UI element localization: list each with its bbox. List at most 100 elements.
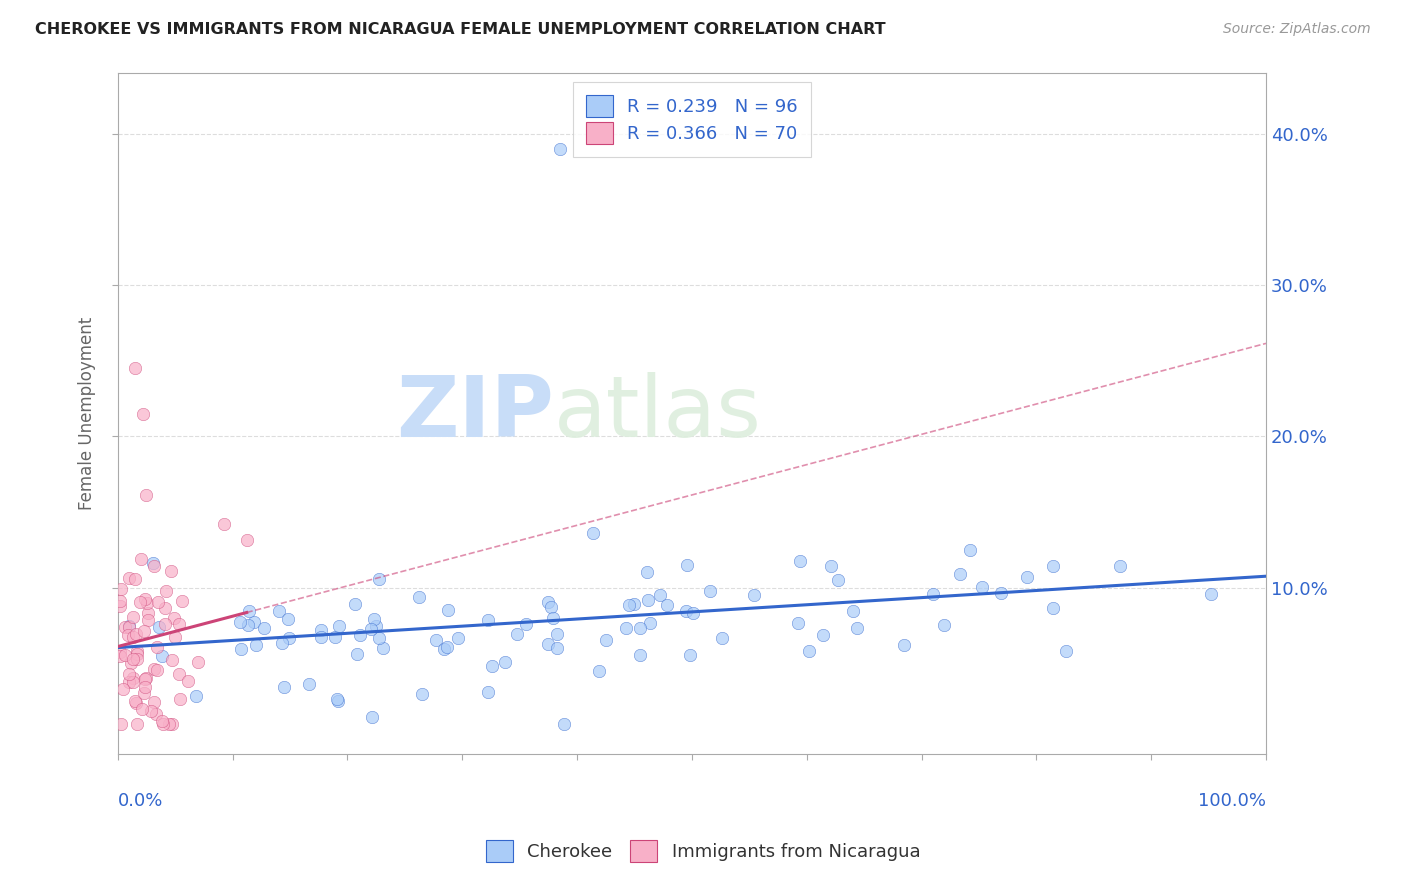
Point xyxy=(169,691,191,706)
Point xyxy=(145,707,167,722)
Point xyxy=(125,626,148,640)
Point xyxy=(328,619,350,633)
Point xyxy=(346,647,368,661)
Point xyxy=(543,611,565,625)
Point xyxy=(177,673,200,688)
Point xyxy=(108,599,131,613)
Point xyxy=(129,552,152,566)
Point xyxy=(127,717,149,731)
Point xyxy=(118,619,141,633)
Point xyxy=(108,594,131,608)
Point xyxy=(131,702,153,716)
Point xyxy=(1042,600,1064,615)
Point xyxy=(425,632,447,647)
Point xyxy=(959,543,981,558)
Point xyxy=(146,640,169,654)
Point xyxy=(648,588,671,602)
Point xyxy=(187,655,209,669)
Point xyxy=(162,610,184,624)
Point xyxy=(368,631,391,645)
Point xyxy=(277,631,299,645)
Point xyxy=(273,680,295,694)
Text: atlas: atlas xyxy=(554,372,762,455)
Text: 100.0%: 100.0% xyxy=(1198,792,1265,810)
Point xyxy=(408,591,430,605)
Point xyxy=(153,616,176,631)
Point xyxy=(110,582,132,596)
Text: ZIP: ZIP xyxy=(396,372,554,455)
Point xyxy=(922,587,945,601)
Point xyxy=(675,558,697,573)
Point xyxy=(588,664,610,678)
Point xyxy=(636,566,658,580)
Point xyxy=(124,361,146,376)
Point xyxy=(675,604,697,618)
Point xyxy=(271,636,294,650)
Legend: R = 0.239   N = 96, R = 0.366   N = 70: R = 0.239 N = 96, R = 0.366 N = 70 xyxy=(574,82,811,157)
Point xyxy=(134,673,156,687)
Point xyxy=(820,558,842,573)
Point xyxy=(710,632,733,646)
Point xyxy=(148,620,170,634)
Point xyxy=(477,685,499,699)
Point xyxy=(678,648,700,662)
Point xyxy=(132,686,155,700)
Point xyxy=(344,597,367,611)
Point xyxy=(368,572,391,586)
Point xyxy=(136,606,159,620)
Point xyxy=(159,564,181,578)
Point xyxy=(506,626,529,640)
Point xyxy=(146,663,169,677)
Point xyxy=(124,572,146,586)
Point xyxy=(277,612,299,626)
Point xyxy=(433,641,456,656)
Point xyxy=(323,630,346,644)
Point xyxy=(537,637,560,651)
Point xyxy=(134,592,156,607)
Point xyxy=(595,633,617,648)
Point xyxy=(637,593,659,607)
Point xyxy=(118,667,141,681)
Point xyxy=(231,641,253,656)
Point xyxy=(238,604,260,618)
Point xyxy=(143,695,166,709)
Point xyxy=(118,620,141,634)
Point xyxy=(141,704,163,718)
Point xyxy=(326,694,349,708)
Point xyxy=(628,648,651,662)
Point xyxy=(146,595,169,609)
Point xyxy=(165,630,187,644)
Text: Source: ZipAtlas.com: Source: ZipAtlas.com xyxy=(1223,22,1371,37)
Point xyxy=(134,681,156,695)
Point xyxy=(243,615,266,629)
Point xyxy=(623,597,645,611)
Point xyxy=(477,613,499,627)
Point xyxy=(548,142,571,156)
Point xyxy=(143,559,166,574)
Point xyxy=(537,595,560,609)
Point xyxy=(360,710,382,724)
Point xyxy=(108,648,131,663)
Point xyxy=(827,574,849,588)
Point xyxy=(125,652,148,666)
Point xyxy=(436,640,458,655)
Point xyxy=(124,696,146,710)
Point xyxy=(152,717,174,731)
Point xyxy=(1109,558,1132,573)
Point xyxy=(893,638,915,652)
Point xyxy=(157,717,180,731)
Point xyxy=(582,526,605,541)
Point xyxy=(841,604,863,618)
Point xyxy=(298,677,321,691)
Point xyxy=(540,600,562,615)
Point xyxy=(411,687,433,701)
Point xyxy=(657,598,679,612)
Point xyxy=(141,556,163,570)
Point xyxy=(135,672,157,686)
Point xyxy=(121,610,143,624)
Point xyxy=(614,621,637,635)
Point xyxy=(699,584,721,599)
Point xyxy=(990,586,1012,600)
Point xyxy=(326,691,349,706)
Text: CHEROKEE VS IMMIGRANTS FROM NICARAGUA FEMALE UNEMPLOYMENT CORRELATION CHART: CHEROKEE VS IMMIGRANTS FROM NICARAGUA FE… xyxy=(35,22,886,37)
